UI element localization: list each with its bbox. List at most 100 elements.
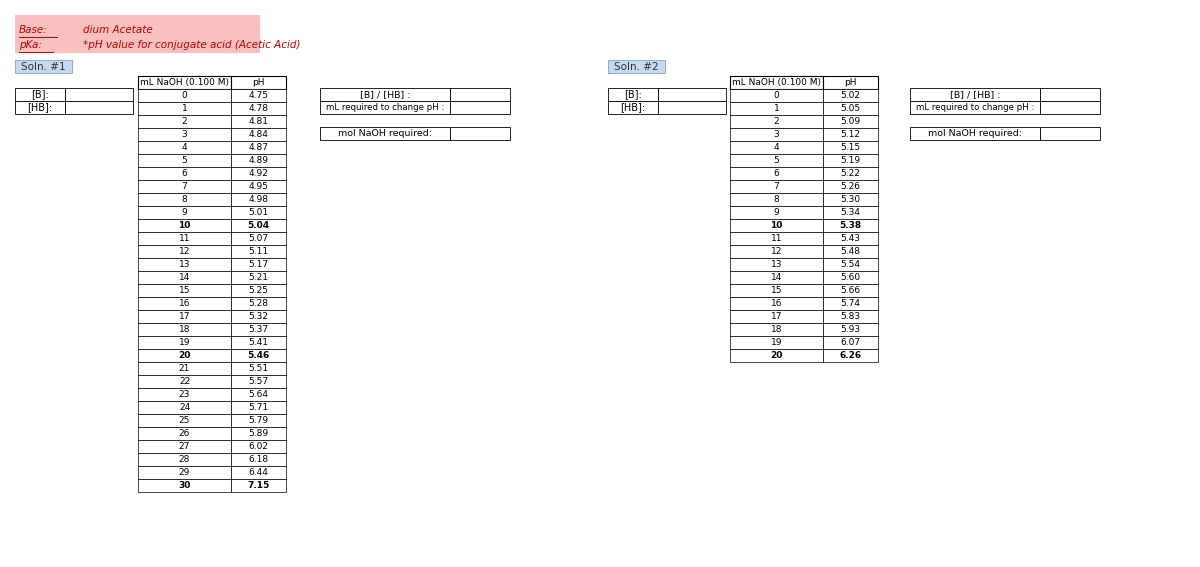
- Text: 3: 3: [774, 130, 779, 139]
- Bar: [138, 466, 230, 479]
- Text: 6.18: 6.18: [248, 455, 269, 464]
- Text: 5.41: 5.41: [248, 338, 269, 347]
- Text: 19: 19: [770, 338, 782, 347]
- Bar: [138, 167, 230, 180]
- Text: 11: 11: [179, 234, 191, 243]
- Text: 22: 22: [179, 377, 190, 386]
- Text: 5: 5: [774, 156, 779, 165]
- Text: 20: 20: [179, 351, 191, 360]
- Text: 11: 11: [770, 234, 782, 243]
- Bar: [230, 76, 286, 89]
- Text: mol NaOH required:: mol NaOH required:: [928, 129, 1022, 138]
- Text: 5: 5: [181, 156, 187, 165]
- Bar: [138, 115, 230, 128]
- Bar: [230, 349, 286, 362]
- Text: 4.84: 4.84: [248, 130, 269, 139]
- Bar: [823, 89, 878, 102]
- Text: 20: 20: [770, 351, 782, 360]
- Text: 6.07: 6.07: [840, 338, 860, 347]
- Text: 5.05: 5.05: [840, 104, 860, 113]
- Bar: [910, 101, 1040, 114]
- Text: 15: 15: [770, 286, 782, 295]
- Text: mL required to change pH :: mL required to change pH :: [326, 103, 444, 112]
- Bar: [730, 219, 823, 232]
- Text: Soln. #2: Soln. #2: [614, 61, 659, 71]
- Text: 10: 10: [770, 221, 782, 230]
- Text: 30: 30: [179, 481, 191, 490]
- Text: [B] / [HB] :: [B] / [HB] :: [360, 90, 410, 99]
- Bar: [730, 323, 823, 336]
- Bar: [138, 193, 230, 206]
- Text: 5.01: 5.01: [248, 208, 269, 217]
- Bar: [138, 180, 230, 193]
- Text: 8: 8: [774, 195, 779, 204]
- Bar: [138, 375, 230, 388]
- Text: 29: 29: [179, 468, 190, 477]
- Text: 6: 6: [181, 169, 187, 178]
- Bar: [823, 245, 878, 258]
- Bar: [138, 310, 230, 323]
- Bar: [658, 88, 726, 101]
- Bar: [823, 193, 878, 206]
- Bar: [230, 167, 286, 180]
- Bar: [730, 76, 823, 89]
- Bar: [1040, 88, 1100, 101]
- Bar: [730, 141, 823, 154]
- Bar: [138, 297, 230, 310]
- Bar: [730, 232, 823, 245]
- Text: 3: 3: [181, 130, 187, 139]
- Text: 23: 23: [179, 390, 190, 399]
- Text: 6: 6: [774, 169, 779, 178]
- Bar: [823, 180, 878, 193]
- Text: [B] / [HB] :: [B] / [HB] :: [949, 90, 1001, 99]
- Text: dium Acetate: dium Acetate: [83, 25, 152, 35]
- Bar: [138, 206, 230, 219]
- Text: 16: 16: [179, 299, 191, 308]
- Bar: [730, 258, 823, 271]
- Text: 9: 9: [774, 208, 779, 217]
- Bar: [320, 101, 450, 114]
- Bar: [730, 349, 823, 362]
- Text: 4: 4: [181, 143, 187, 152]
- Text: 12: 12: [179, 247, 190, 256]
- Text: 5.09: 5.09: [840, 117, 860, 126]
- Bar: [230, 89, 286, 102]
- Bar: [230, 310, 286, 323]
- Text: 5.60: 5.60: [840, 273, 860, 282]
- Bar: [138, 76, 230, 89]
- Text: [HB]:: [HB]:: [28, 103, 53, 112]
- Bar: [730, 245, 823, 258]
- Text: [HB]:: [HB]:: [620, 103, 646, 112]
- Text: 5.89: 5.89: [248, 429, 269, 438]
- Text: 5.19: 5.19: [840, 156, 860, 165]
- Text: 1: 1: [181, 104, 187, 113]
- Bar: [910, 88, 1040, 101]
- Bar: [608, 88, 658, 101]
- Text: 16: 16: [770, 299, 782, 308]
- Bar: [230, 362, 286, 375]
- Bar: [230, 427, 286, 440]
- Text: 5.34: 5.34: [840, 208, 860, 217]
- Text: 5.46: 5.46: [247, 351, 270, 360]
- Text: 5.83: 5.83: [840, 312, 860, 321]
- Text: 21: 21: [179, 364, 190, 373]
- Bar: [138, 232, 230, 245]
- Bar: [230, 219, 286, 232]
- Text: 5.79: 5.79: [248, 416, 269, 425]
- Bar: [823, 219, 878, 232]
- Text: 2: 2: [774, 117, 779, 126]
- Bar: [230, 323, 286, 336]
- Text: 4.78: 4.78: [248, 104, 269, 113]
- Bar: [230, 141, 286, 154]
- Bar: [230, 245, 286, 258]
- Text: 5.66: 5.66: [840, 286, 860, 295]
- Text: 5.12: 5.12: [840, 130, 860, 139]
- Bar: [230, 102, 286, 115]
- Text: pH: pH: [845, 78, 857, 87]
- Bar: [730, 284, 823, 297]
- Text: mL NaOH (0.100 M): mL NaOH (0.100 M): [140, 78, 229, 87]
- Bar: [320, 127, 450, 140]
- Bar: [730, 102, 823, 115]
- Text: mL required to change pH :: mL required to change pH :: [916, 103, 1034, 112]
- Bar: [823, 271, 878, 284]
